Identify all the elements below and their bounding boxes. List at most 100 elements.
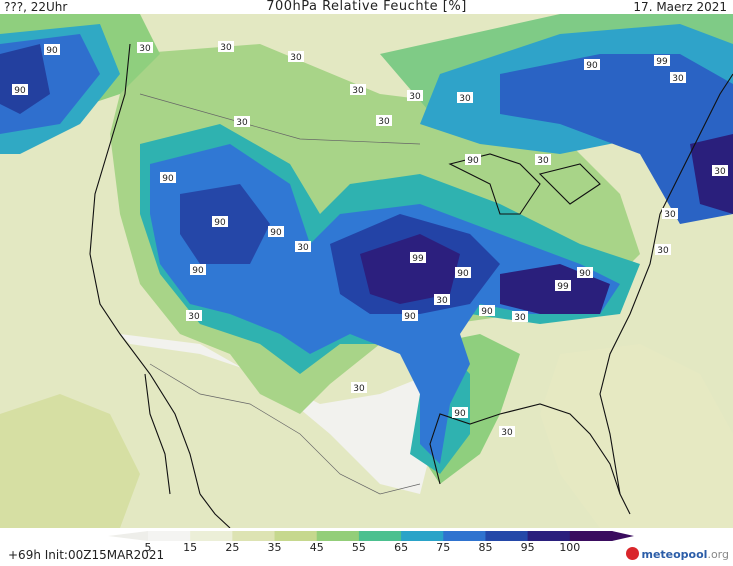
contour-label-bg (212, 216, 228, 227)
contour-label-bg (268, 226, 284, 237)
contour-label-bg (407, 90, 423, 101)
contour-label-bg (654, 55, 670, 66)
contour-label: 90 (214, 218, 226, 228)
mexico-west-coast (199, 493, 231, 528)
contour-label: 30 (657, 246, 669, 256)
contour-label-bg (465, 154, 481, 165)
coastlines (89, 43, 733, 528)
contour-label: 90 (192, 266, 204, 276)
contour-label: 30 (297, 243, 309, 253)
contour-label: 90 (457, 269, 469, 279)
contour-label: 30 (139, 44, 151, 54)
colorbar-swatch (148, 531, 191, 541)
contour-label-bg (410, 252, 426, 263)
contour-label: 30 (220, 43, 232, 53)
contour-label: 30 (537, 156, 549, 166)
contour-label: 30 (514, 313, 526, 323)
contour-label: 90 (404, 312, 416, 322)
contour-label: 90 (467, 156, 479, 166)
contour-label: 30 (353, 384, 365, 394)
contour-label-bg (351, 382, 367, 393)
purple-core-atlantic (690, 134, 733, 214)
contour-label-bg (218, 41, 234, 52)
contour-label-bg (670, 72, 686, 83)
contour-label-bg (190, 264, 206, 275)
contour-label: 90 (454, 409, 466, 419)
colorbar-label: 45 (309, 541, 324, 554)
contour-label-bg (160, 172, 176, 183)
contour-label-bg (499, 426, 515, 437)
colorbar-swatch (190, 531, 233, 541)
contour-label-bg (402, 310, 418, 321)
contour-label: 90 (14, 86, 26, 96)
colorbar-swatch (274, 531, 318, 541)
contour-label: 30 (236, 118, 248, 128)
contour-label-bg (12, 84, 28, 95)
blue-area-northeast (500, 54, 733, 224)
gulf-coast (429, 403, 631, 515)
contour-label: 99 (656, 57, 668, 67)
contour-label-bg (655, 244, 671, 255)
contour-label-bg (295, 241, 311, 252)
contour-label: 30 (352, 86, 364, 96)
valid-time-label: ???, 22Uhr (4, 0, 68, 14)
contour-label-bg (479, 305, 495, 316)
contour-label-bg (44, 44, 60, 55)
contour-label-bg (288, 51, 304, 62)
moist-area-pacific-south (0, 394, 140, 528)
canada-us-border (139, 93, 421, 145)
contour-label: 99 (557, 282, 569, 292)
lake-erie-ontario (538, 163, 601, 205)
contour-label-bg (512, 311, 528, 322)
colorbar-label: 15 (183, 541, 198, 554)
colorbar-label: 85 (478, 541, 493, 554)
meteopool-logo[interactable]: meteopool.org (626, 547, 729, 561)
us-west-coast (89, 43, 201, 495)
contour-labels: 90 90 30 30 30 30 30 30 30 30 90 90 90 99 90 99 90 90 99 90… (12, 41, 728, 438)
baja-coast (144, 373, 171, 495)
contour-label: 30 (436, 296, 448, 306)
colorbar-swatch (569, 531, 613, 541)
contour-label-bg (712, 165, 728, 176)
colorbar-swatch (358, 531, 402, 541)
colorbar-label: 5 (144, 541, 152, 554)
contour-label-bg (662, 208, 678, 219)
contour-label: 90 (270, 228, 282, 238)
contour-label: 99 (412, 254, 424, 264)
logo-icon (626, 547, 640, 560)
logo-tld: .org (707, 548, 729, 561)
contour-label: 30 (290, 53, 302, 63)
colorbar-swatch (401, 531, 444, 541)
contour-label-bg (376, 115, 392, 126)
borders (139, 93, 421, 495)
contour-label: 90 (46, 46, 58, 56)
contour-label: 90 (579, 269, 591, 279)
colorbar-min-arrow (108, 531, 148, 541)
contour-label: 90 (481, 307, 493, 317)
contour-label: 30 (409, 92, 421, 102)
contour-label-bg (137, 42, 153, 53)
contour-label: 90 (586, 61, 598, 71)
map-canvas: 90 90 30 30 30 30 30 30 30 30 90 90 90 99 90 99 90 90 99 90… (0, 14, 733, 528)
colorbar-label: 75 (436, 541, 451, 554)
colorbar: 5 15 25 35 45 55 65 75 85 95 100 (0, 528, 733, 566)
contour-label-bg (584, 59, 600, 70)
contour-label-bg (457, 92, 473, 103)
contour-label-bg (350, 84, 366, 95)
humidity-map: 90 90 30 30 30 30 30 30 30 30 90 90 90 99 90 99 90 90 99 90… (0, 14, 733, 528)
colorbar-label: 100 (559, 541, 581, 554)
contour-label-bg (555, 280, 571, 291)
us-east-coast (599, 73, 733, 495)
us-mexico-border (149, 363, 421, 495)
contour-label-bg (234, 116, 250, 127)
contour-label: 30 (188, 312, 200, 322)
contour-label-bg (186, 310, 202, 321)
colorbar-ramp (108, 531, 634, 541)
contour-label-bg (434, 294, 450, 305)
contour-label: 30 (501, 428, 513, 438)
colorbar-swatch (316, 531, 360, 541)
great-lakes-outline (448, 153, 541, 215)
contour-label: 30 (714, 167, 726, 177)
colorbar-max-arrow (612, 531, 634, 541)
dry-area-southwest (120, 334, 440, 494)
